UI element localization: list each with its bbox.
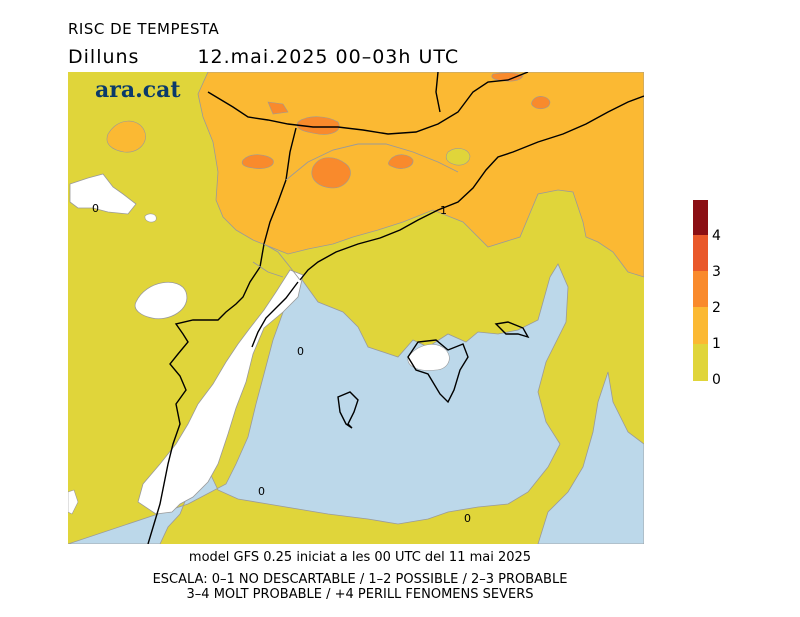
legend-label: 3 <box>712 264 721 280</box>
contour-label: 1 <box>440 204 447 217</box>
map-subtitle: Dilluns 12.mai.2025 00–03h UTC <box>68 46 517 68</box>
storm-risk-map: 0 1 0 0 0 <box>68 72 644 544</box>
map-canvas: 0 1 0 0 0 <box>68 72 644 544</box>
model-info-text: model GFS 0.25 iniciat a les 00 UTC del … <box>4 550 716 565</box>
scale-legend-line-1: ESCALA: 0–1 NO DESCARTABLE / 1–2 POSSIBL… <box>4 572 716 587</box>
legend-label: 2 <box>712 300 721 316</box>
risk-legend-colorbar <box>693 200 708 381</box>
forecast-datetime: 12.mai.2025 00–03h UTC <box>197 46 459 68</box>
legend-swatch-level-4 <box>693 200 708 235</box>
legend-swatch-level-1 <box>693 307 708 344</box>
contour-label: 0 <box>297 345 304 358</box>
scale-legend-line-2: 3–4 MOLT PROBABLE / +4 PERILL FENOMENS S… <box>4 587 716 602</box>
risk-level-0-1-patch <box>446 149 470 166</box>
contour-label: 0 <box>92 202 99 215</box>
legend-label: 4 <box>712 228 721 244</box>
legend-label: 0 <box>712 372 721 388</box>
map-title: RISC DE TEMPESTA <box>68 20 219 38</box>
legend-label: 1 <box>712 336 721 352</box>
forecast-day: Dilluns <box>68 46 139 68</box>
legend-swatch-level-0 <box>693 344 708 381</box>
contour-label: 0 <box>464 512 471 525</box>
ara-cat-logo: ara.cat <box>95 77 181 103</box>
legend-swatch-level-3 <box>693 235 708 271</box>
contour-label: 0 <box>258 485 265 498</box>
land-no-risk-patch-small <box>145 214 156 222</box>
legend-swatch-level-2 <box>693 271 708 307</box>
